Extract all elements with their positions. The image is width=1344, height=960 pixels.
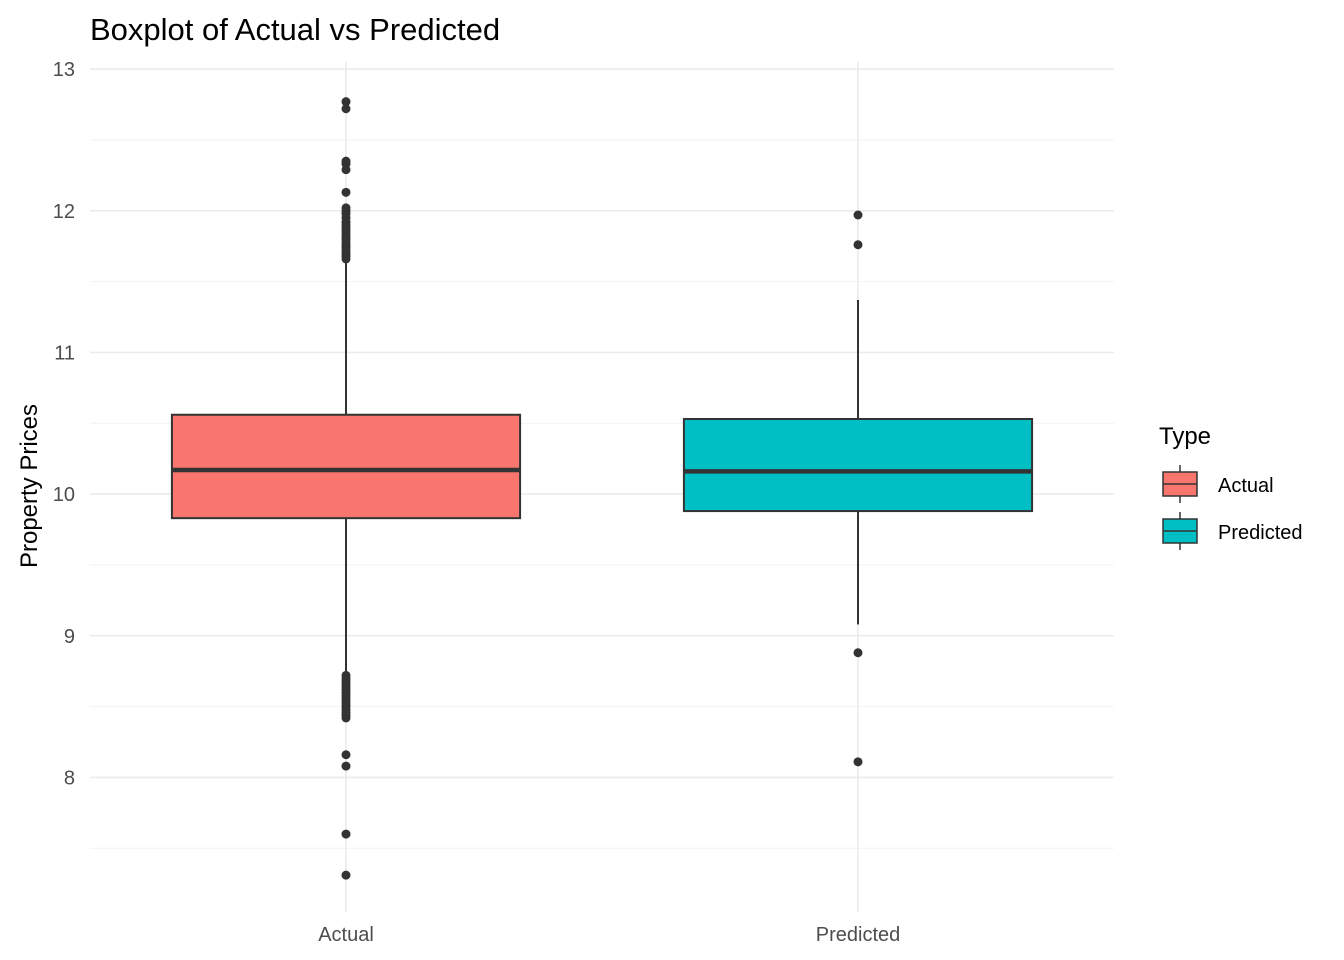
legend-label: Predicted [1218, 522, 1303, 544]
legend-item-predicted: Predicted [1162, 512, 1303, 550]
outlier-point [341, 254, 351, 264]
outlier-point [853, 648, 863, 658]
outlier-point [341, 187, 351, 197]
y-tick-label: 13 [53, 59, 75, 81]
x-tick-label: Actual [318, 924, 374, 946]
y-axis-ticks: 8 9 10 11 12 13 [53, 59, 75, 789]
outlier-point [341, 750, 351, 760]
outlier-point [853, 757, 863, 767]
y-tick-label: 8 [64, 767, 75, 789]
y-tick-label: 11 [54, 342, 75, 364]
outlier-point [341, 97, 351, 107]
outlier-point [853, 210, 863, 220]
box-predicted [682, 210, 1034, 767]
x-axis-ticks: Actual Predicted [318, 924, 900, 946]
y-axis-title: Property Prices [16, 404, 43, 568]
outlier-point [341, 713, 351, 723]
outlier-point [341, 104, 351, 114]
iqr-box [682, 418, 1034, 513]
legend-label: Actual [1218, 475, 1274, 497]
iqr-box [170, 413, 522, 520]
outlier-point [853, 240, 863, 250]
x-tick-label: Predicted [816, 924, 901, 946]
outlier-point [341, 761, 351, 771]
box-actual [170, 97, 522, 880]
y-tick-label: 9 [64, 626, 75, 648]
legend-item-actual: Actual [1162, 465, 1274, 503]
outlier-point [341, 165, 351, 175]
box-series [170, 97, 1034, 880]
outlier-point [341, 829, 351, 839]
y-tick-label: 12 [53, 201, 75, 223]
outlier-point [341, 870, 351, 880]
y-tick-label: 10 [53, 484, 75, 506]
legend-title: Type [1159, 423, 1211, 450]
chart-title: Boxplot of Actual vs Predicted [90, 12, 500, 47]
legend: Type Actual Predicted [1159, 423, 1303, 550]
